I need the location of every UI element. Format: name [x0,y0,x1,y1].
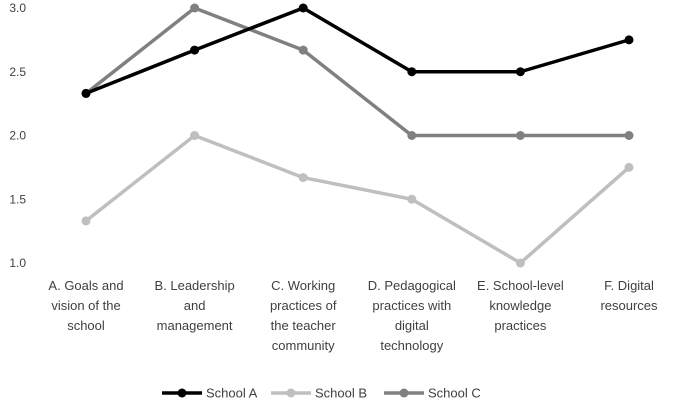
x-category-label: F. Digital resources [600,278,658,313]
series-line [84,6,629,138]
legend-swatch-marker [399,388,409,398]
y-tick-label: 3.0 [9,1,26,15]
legend-item: School A [162,386,258,401]
data-point [298,173,308,183]
series-lines [81,3,634,268]
series-school-a [81,3,634,98]
data-point [298,45,308,55]
series-line [84,133,631,265]
data-point [81,216,91,226]
data-point [624,162,634,172]
x-category-label: B. Leadership and management [154,278,234,333]
data-point [190,3,200,13]
series-line [85,6,630,96]
data-point [407,131,417,140]
y-tick-label: 1.0 [9,256,26,270]
legend-item: School B [271,386,367,401]
data-point [190,131,200,140]
x-axis: A. Goals and vision of the school B. Leader… [48,278,658,353]
legend-label: School A [206,386,258,401]
data-point [624,35,634,45]
data-point [298,3,308,13]
series-school-c [81,3,634,140]
data-point [81,88,91,98]
x-category-label: D. Pedagogical practices with digital techn… [368,278,456,353]
y-tick-label: 2.5 [9,65,26,79]
series-school-b [81,131,634,268]
y-tick-label: 2.0 [9,129,26,143]
x-category-label: C. Working practices of the teacher communi… [270,278,337,353]
legend: School A School B School C [162,386,481,401]
data-point [407,67,417,77]
data-point [190,45,200,55]
y-tick-label: 1.5 [9,192,26,206]
legend-label: School C [428,386,481,401]
data-point [515,258,525,268]
legend-label: School B [315,386,367,401]
y-axis: 1.0 1.5 2.0 2.5 3.0 [9,1,26,270]
data-point [624,131,634,140]
legend-swatch-marker [286,388,296,398]
data-point [515,67,525,77]
data-point [407,194,417,204]
x-category-label: A. Goals and vision of the school [48,278,123,333]
x-category-label: E. School-level knowledge practices [477,278,564,333]
legend-swatch-marker [177,388,187,398]
data-point [515,131,525,140]
legend-item: School C [384,386,481,401]
